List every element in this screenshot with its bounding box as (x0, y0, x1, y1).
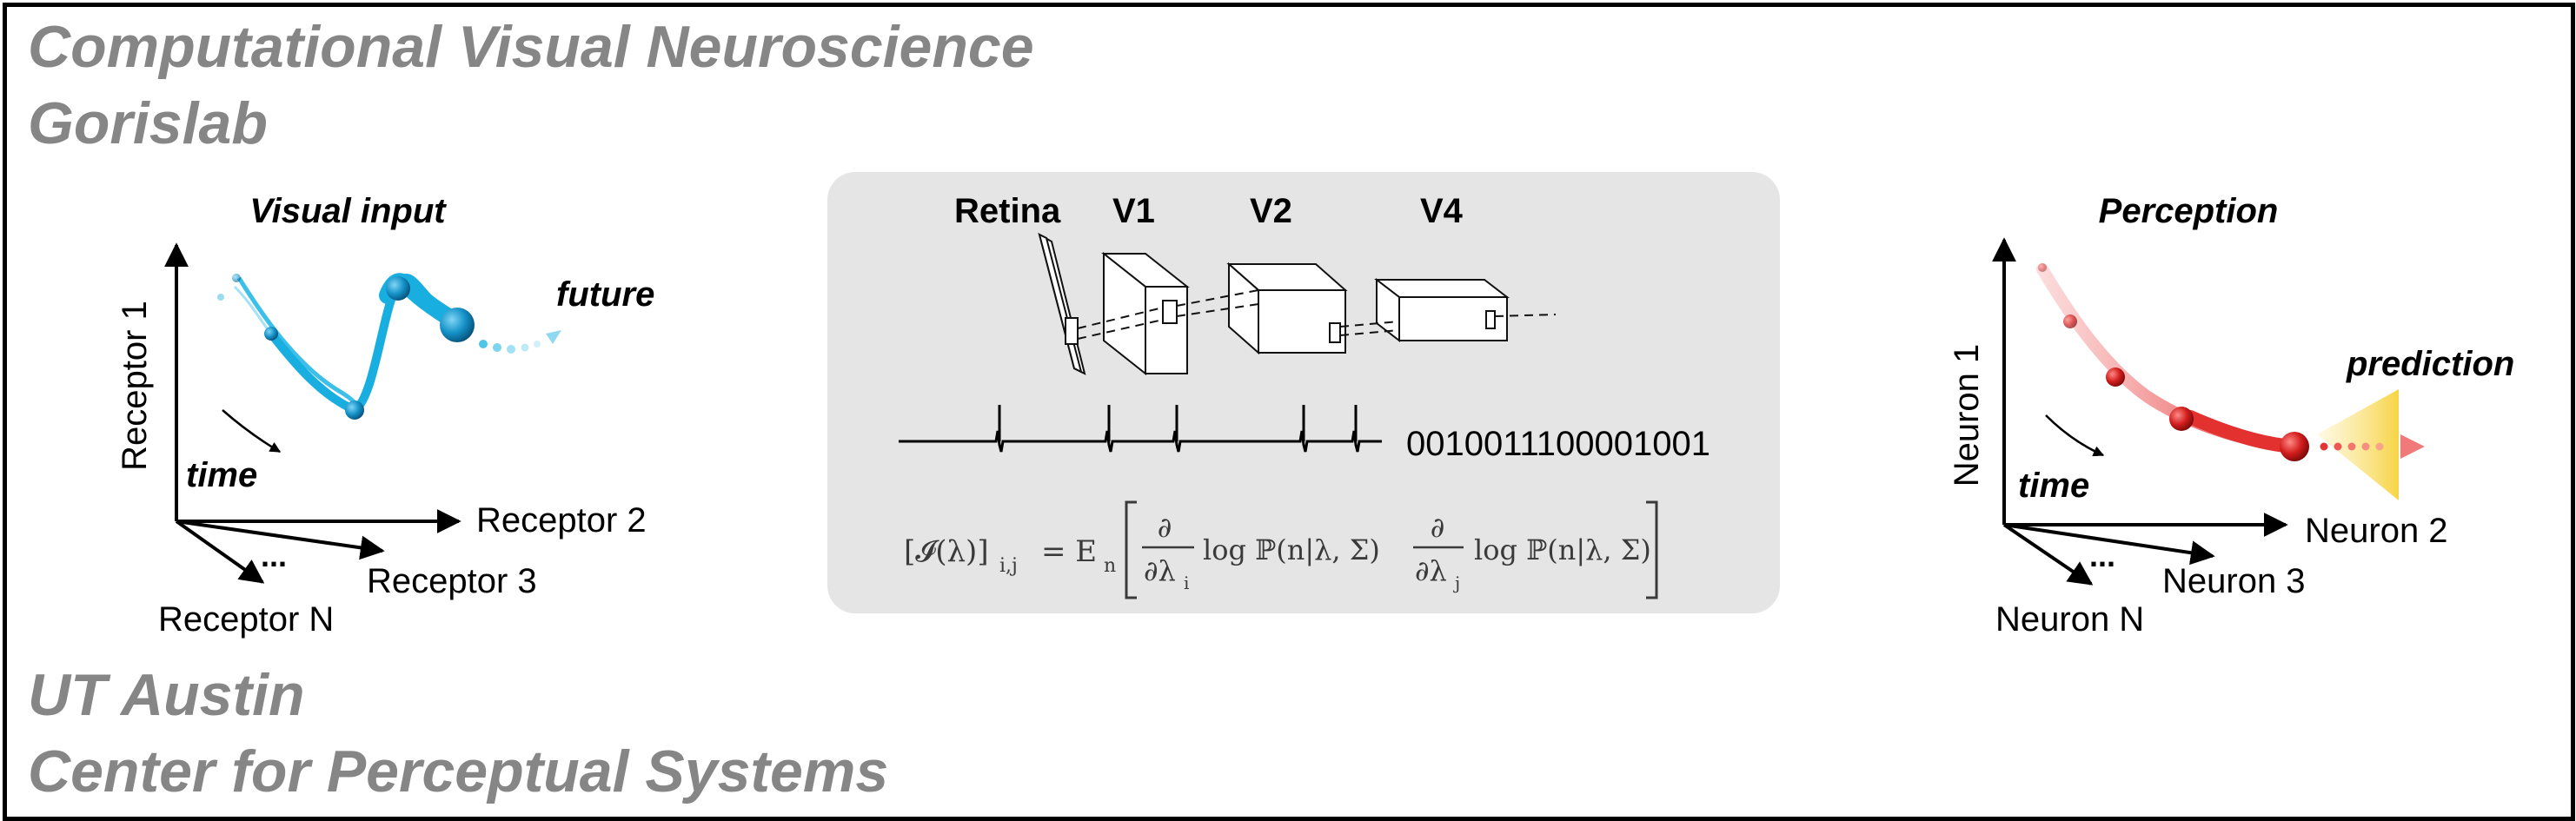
neural-point (2280, 432, 2309, 461)
lab-title: Computational Visual Neuroscience (28, 14, 1034, 80)
predicted-point (2375, 442, 2384, 451)
formula-log-likelihood-1: log ℙ(n|λ, Σ) (1203, 533, 1380, 566)
neuron-n-axis (2002, 523, 2094, 586)
neuron-n-label: Neuron N (1995, 600, 2144, 639)
future-point (479, 340, 488, 348)
university-name: UT Austin (28, 662, 305, 728)
neural-trajectory (2036, 263, 2300, 453)
trajectory-point (386, 276, 410, 301)
neuron-ellipsis: ... (2089, 538, 2115, 573)
formula-denominator-2: ∂λ (1415, 554, 1447, 587)
perception-panel: Perception Neuron 1 Neuron 2 Neuron 3 Ne… (1948, 192, 2514, 639)
future-point (521, 343, 529, 352)
formula-partial-2: ∂ (1431, 511, 1445, 544)
future-point (507, 345, 515, 354)
visual-input-panel: Visual input Receptor 1 Receptor 2 Recep… (116, 192, 654, 639)
spike-train-baseline (899, 430, 1382, 453)
prediction-label: prediction (2346, 345, 2514, 383)
neural-coding-panel: Retina V1 V2 V4 (827, 172, 1780, 613)
future-arrowhead (546, 330, 561, 344)
time-label: time (2018, 467, 2089, 505)
receptor-n-label: Receptor N (158, 600, 334, 639)
trajectory-point (232, 274, 241, 282)
predicted-point (2347, 442, 2356, 451)
receptor-1-label: Receptor 1 (116, 301, 154, 471)
receptor-n-axis (175, 520, 265, 584)
trajectory-point (217, 294, 224, 301)
predicted-point (2361, 442, 2370, 451)
neuron-2-label: Neuron 2 (2305, 512, 2448, 550)
visual-input-title: Visual input (249, 192, 447, 230)
trajectory-fade (233, 285, 273, 334)
area-v2-label: V2 (1250, 192, 1292, 230)
formula-bracket-right (1646, 500, 1658, 599)
area-v4-label: V4 (1420, 192, 1464, 230)
future-point (493, 343, 501, 352)
predicted-point (2320, 442, 2328, 451)
trajectory-point (264, 327, 278, 341)
formula-expectation-subscript: n (1104, 555, 1116, 577)
future-label: future (556, 275, 654, 314)
trajectory-point (345, 401, 364, 420)
receptor-2-label: Receptor 2 (476, 501, 647, 540)
formula-denominator-2-subscript: j (1453, 573, 1460, 593)
time-arrow (2045, 414, 2105, 457)
neuron-3-label: Neuron 3 (2162, 562, 2306, 600)
neural-point (2063, 314, 2077, 328)
future-point (534, 341, 541, 348)
formula-expectation: = E (1041, 534, 1097, 569)
center-name: Center for Perceptual Systems (28, 738, 889, 804)
perception-title: Perception (2099, 192, 2279, 230)
visual-hierarchy-diagram (1038, 232, 1557, 376)
neural-point (2169, 407, 2194, 431)
formula-partial-1: ∂ (1158, 511, 1172, 544)
neuron-3-axis (2003, 523, 2215, 566)
prediction-cone (2317, 389, 2399, 500)
predicted-point (2334, 442, 2342, 451)
time-arrow (222, 409, 282, 454)
spike-code-binary: 0010011100001001 (1406, 425, 1710, 463)
center-panel-background (827, 172, 1780, 613)
trajectory-past (236, 276, 360, 411)
figure-border (3, 3, 2575, 821)
area-v1-label: V1 (1112, 192, 1155, 230)
lab-name: Gorislab (28, 90, 268, 156)
formula-denominator-1: ∂λ (1144, 554, 1176, 587)
neuron-1-label: Neuron 1 (1948, 344, 1986, 487)
neural-point (2038, 263, 2047, 272)
receptor-ellipsis: ... (261, 538, 287, 573)
trajectory-point (440, 308, 475, 342)
receptor-3-label: Receptor 3 (367, 562, 537, 600)
formula-log-likelihood-2: log ℙ(n|λ, Σ) (1474, 533, 1651, 566)
time-label: time (186, 456, 257, 494)
formula-bracket-left (1125, 500, 1137, 599)
area-retina-label: Retina (954, 192, 1061, 230)
retina-receptive-field (1065, 317, 1079, 345)
formula-lhs-subscript: i,j (999, 555, 1018, 577)
v4-box (1374, 277, 1510, 343)
formula-lhs: [𝓘(λ)] (904, 534, 989, 569)
prediction-arrowhead (2400, 434, 2425, 459)
neural-point (2106, 367, 2125, 387)
formula-denominator-1-subscript: i (1184, 573, 1189, 593)
v2-box (1226, 262, 1348, 355)
receptor-3-axis (176, 520, 385, 560)
fisher-information-formula: [𝓘(λ)] i,j = E n ∂ ∂λ i log ℙ(n|λ, Σ) ∂ … (904, 500, 1658, 599)
